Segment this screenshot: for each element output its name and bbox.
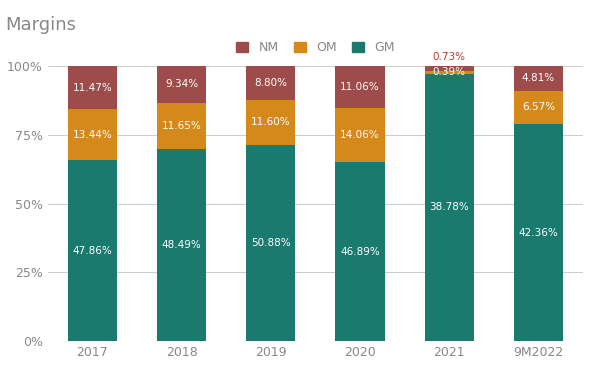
Text: 0.73%: 0.73% xyxy=(432,52,466,62)
Bar xyxy=(514,90,563,124)
Bar xyxy=(514,124,563,341)
Bar xyxy=(246,66,295,100)
Bar xyxy=(68,66,117,109)
Text: 42.36%: 42.36% xyxy=(519,228,558,238)
Text: Margins: Margins xyxy=(5,16,76,34)
Text: 11.65%: 11.65% xyxy=(162,121,201,131)
Bar xyxy=(336,66,385,108)
Text: 13.44%: 13.44% xyxy=(73,130,112,140)
Text: 50.88%: 50.88% xyxy=(251,238,290,248)
Text: 11.47%: 11.47% xyxy=(73,83,112,93)
Text: 38.78%: 38.78% xyxy=(430,202,469,212)
Text: 0.39%: 0.39% xyxy=(432,67,466,77)
Text: 14.06%: 14.06% xyxy=(340,130,380,140)
Text: 9.34%: 9.34% xyxy=(165,79,198,89)
Bar xyxy=(68,160,117,341)
Bar xyxy=(246,145,295,341)
Bar xyxy=(68,109,117,160)
Bar xyxy=(336,108,385,162)
Text: 46.89%: 46.89% xyxy=(340,247,380,257)
Bar xyxy=(425,66,474,71)
Bar xyxy=(425,71,474,74)
Text: 47.86%: 47.86% xyxy=(73,246,112,256)
Text: 11.06%: 11.06% xyxy=(340,82,380,92)
Bar xyxy=(157,149,206,341)
Text: 8.80%: 8.80% xyxy=(254,78,287,88)
Legend: NM, OM, GM: NM, OM, GM xyxy=(231,36,400,59)
Bar xyxy=(336,162,385,341)
Bar xyxy=(514,66,563,90)
Bar xyxy=(425,74,474,341)
Text: 4.81%: 4.81% xyxy=(522,73,555,83)
Text: 48.49%: 48.49% xyxy=(162,240,201,250)
Text: 6.57%: 6.57% xyxy=(522,102,555,112)
Text: 11.60%: 11.60% xyxy=(251,117,290,127)
Bar xyxy=(157,103,206,149)
Bar xyxy=(246,100,295,145)
Bar xyxy=(157,66,206,103)
